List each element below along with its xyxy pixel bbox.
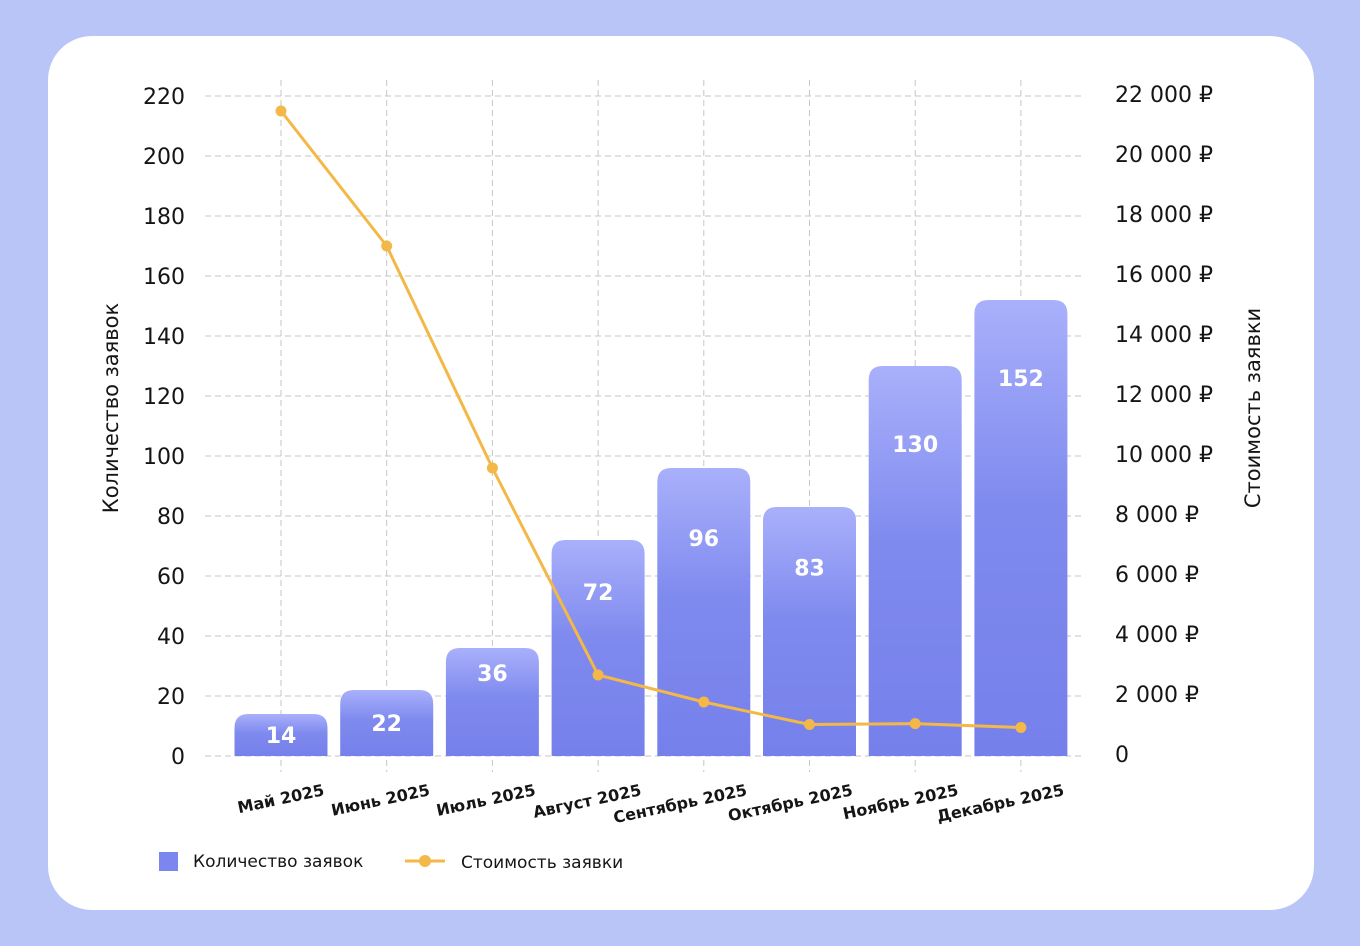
bar (551, 540, 645, 756)
cost-point (486, 462, 498, 474)
y-axis-left: 0 20 40 60 80 100 120 140 160 180 200 220 (143, 85, 185, 770)
y-tick-left: 100 (143, 445, 185, 470)
y-tick-left: 220 (143, 85, 185, 110)
y-tick-right: 2 000 ₽ (1115, 683, 1199, 708)
cost-point (1015, 722, 1027, 733)
cost-point (804, 719, 815, 730)
y-tick-right: 20 000 ₽ (1115, 143, 1213, 168)
cost-point (592, 669, 604, 681)
bar (974, 300, 1068, 756)
bar-value-label: 14 (266, 724, 297, 749)
bar-value-label: 152 (998, 367, 1044, 392)
cost-line-path (279, 110, 1021, 729)
y-tick-right: 16 000 ₽ (1115, 263, 1213, 288)
y-tick-left: 140 (143, 325, 185, 350)
y-tick-left: 20 (157, 685, 185, 710)
cost-point (275, 105, 287, 117)
legend-bar-swatch (159, 852, 178, 871)
bar-value-label: 83 (794, 556, 825, 581)
y-tick-left: 40 (157, 625, 185, 650)
x-tick: Июль 2025 (435, 780, 538, 820)
y-tick-right: 8 000 ₽ (1115, 503, 1199, 528)
y-tick-right: 6 000 ₽ (1115, 563, 1199, 588)
y-tick-right: 4 000 ₽ (1115, 623, 1199, 648)
cost-point (381, 240, 393, 252)
bar-value-label: 96 (688, 527, 719, 552)
y-axis-right: 0 2 000 ₽ 4 000 ₽ 6 000 ₽ 8 000 ₽ 10 000 ₽ 12 … (1115, 83, 1213, 768)
y-tick-left: 180 (143, 205, 185, 230)
y-tick-left: 120 (143, 385, 185, 410)
y-tick-left: 0 (171, 745, 185, 770)
x-tick: Май 2025 (236, 780, 326, 817)
y-axis-title-left: Количество заявок (99, 303, 123, 513)
bar-value-label: 36 (477, 662, 508, 687)
bar (868, 366, 962, 756)
bar (445, 648, 539, 756)
y-tick-right: 18 000 ₽ (1115, 203, 1213, 228)
bar-value-label: 22 (371, 712, 402, 737)
bar (763, 507, 856, 756)
cost-point (909, 718, 921, 730)
bar (234, 714, 328, 756)
x-tick: Июнь 2025 (330, 780, 432, 819)
y-tick-right: 0 (1115, 743, 1129, 768)
bar-value-label: 130 (892, 433, 938, 458)
y-tick-left: 160 (143, 265, 185, 290)
legend: Количество заявок Стоимость заявки (159, 852, 623, 873)
legend-line-label: Стоимость заявки (461, 853, 623, 873)
y-tick-right: 12 000 ₽ (1115, 383, 1213, 408)
bar (340, 690, 434, 756)
y-tick-right: 22 000 ₽ (1115, 83, 1213, 108)
y-tick-right: 14 000 ₽ (1115, 323, 1213, 348)
legend-bar-label: Количество заявок (193, 852, 363, 872)
y-tick-right: 10 000 ₽ (1115, 443, 1213, 468)
bar (657, 468, 751, 756)
cost-point (698, 696, 710, 708)
legend-line-marker (419, 855, 431, 867)
y-tick-left: 200 (143, 145, 185, 170)
y-axis-title-right: Стоимость заявки (1241, 308, 1265, 508)
y-tick-left: 80 (157, 505, 185, 530)
bar-value-label: 72 (583, 581, 614, 606)
cost-line (275, 105, 1027, 733)
y-tick-left: 60 (157, 565, 185, 590)
bars: 14 22 36 72 96 83 130 152 (234, 300, 1068, 756)
